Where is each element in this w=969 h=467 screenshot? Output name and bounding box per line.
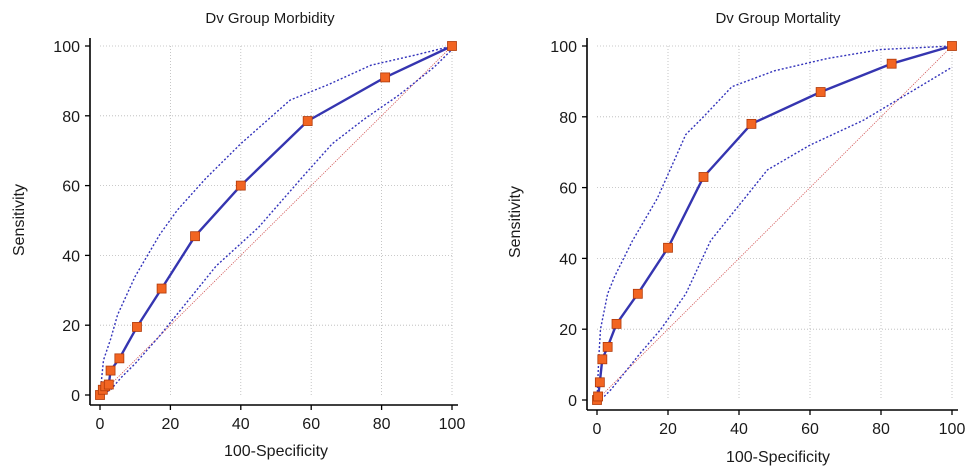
y-tick-label: 60 [559, 181, 577, 198]
y-tick-label: 20 [62, 318, 80, 335]
x-tick-label: 100 [939, 421, 966, 438]
roc-data-point [447, 41, 457, 51]
x-tick-label: 20 [659, 421, 677, 438]
y-tick-label: 20 [559, 322, 577, 339]
roc-data-point [380, 72, 391, 83]
chart-morbidity: 0 20 40 60 80 100 0 20 40 60 80 100 Dv Group Morbidi… [11, 10, 465, 460]
x-tick-label: 60 [302, 416, 320, 433]
roc-data-point [698, 172, 709, 182]
ci-lower-bound-line [596, 66, 953, 401]
roc-data-point [593, 391, 603, 402]
x-tick-label: 40 [730, 421, 748, 438]
roc-data-point [663, 242, 673, 253]
x-axis-label: 100-Specificity [726, 449, 830, 466]
roc-data-point [132, 322, 142, 332]
x-tick-label: 20 [162, 416, 180, 433]
x-tick-label: 80 [373, 416, 391, 433]
chart-mortality: 0 20 40 60 80 100 0 20 40 60 80 100 Dv Group Mortali… [507, 10, 965, 466]
roc-data-point [815, 87, 826, 97]
x-tick-label: 100 [439, 416, 466, 433]
roc-data-point [602, 341, 613, 352]
roc-data-point [947, 41, 957, 51]
y-tick-label: 100 [53, 39, 80, 56]
roc-data-point [302, 116, 313, 126]
roc-data-point [190, 231, 200, 242]
reference-diagonal-line [99, 45, 453, 396]
chart-title: Dv Group Morbidity [205, 10, 335, 27]
x-tick-label: 0 [593, 421, 602, 438]
y-tick-label: 0 [71, 388, 80, 405]
ci-upper-bound-line [596, 45, 953, 401]
roc-data-point [611, 318, 622, 329]
roc-data-point [103, 379, 114, 390]
ci-lower-bound-line [99, 49, 453, 396]
x-tick-label: 40 [232, 416, 250, 433]
roc-data-point [632, 288, 643, 299]
roc-data-point [235, 180, 246, 191]
roc-data-point [156, 283, 167, 294]
ci-upper-bound-line [99, 45, 453, 396]
y-tick-label: 60 [62, 179, 80, 196]
x-tick-label: 0 [96, 416, 105, 433]
y-axis-label: Sensitivity [507, 186, 524, 258]
y-tick-label: 100 [550, 39, 577, 56]
y-tick-label: 0 [568, 393, 577, 410]
roc-data-point [597, 354, 608, 365]
y-tick-label: 40 [559, 251, 577, 268]
roc-data-point [746, 118, 757, 129]
roc-data-point [886, 58, 897, 69]
chart-title: Dv Group Mortality [715, 10, 841, 27]
y-tick-label: 80 [559, 110, 577, 127]
x-tick-label: 60 [801, 421, 819, 438]
x-axis-label: 100-Specificity [224, 443, 328, 460]
reference-diagonal-line [596, 45, 953, 401]
roc-data-point [114, 353, 125, 364]
y-axis-label: Sensitivity [11, 184, 28, 256]
roc-data-point [105, 365, 116, 376]
y-tick-label: 40 [62, 248, 80, 265]
roc-data-point [594, 377, 605, 388]
y-tick-label: 80 [62, 109, 80, 126]
x-tick-label: 80 [872, 421, 890, 438]
